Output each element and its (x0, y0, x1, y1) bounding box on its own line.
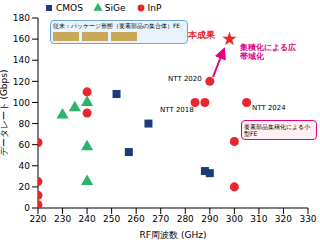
svg-text:160: 160 (13, 34, 30, 44)
svg-text:140: 140 (13, 55, 30, 65)
html-text:NTT 2020: NTT 2020 (168, 75, 202, 83)
svg-text:RF周波数 (GHz): RF周波数 (GHz) (140, 230, 207, 240)
html-text:集積化による広帯域化: 集積化による広帯域化 (240, 43, 296, 61)
html-text:従来：パッケージ形態（要素部品の集合体）FE: 従来：パッケージ形態（要素部品の集合体）FE (53, 23, 180, 29)
html-text:NTT 2024: NTT 2024 (252, 104, 286, 112)
svg-text:250: 250 (103, 214, 120, 224)
svg-text:40: 40 (19, 161, 31, 171)
svg-text:290: 290 (201, 214, 218, 224)
html-text:要素部品集積化による小型FE: 要素部品集積化による小型FE (244, 123, 310, 138)
svg-text:320: 320 (275, 214, 292, 224)
svg-text:120: 120 (13, 77, 30, 87)
svg-text:330: 330 (299, 214, 312, 224)
svg-text:100: 100 (13, 98, 30, 108)
html-text:InP: InP (147, 3, 162, 13)
svg-text:240: 240 (78, 214, 95, 224)
html-text:本成果: 本成果 (188, 30, 215, 40)
svg-text:180: 180 (13, 13, 30, 23)
svg-text:60: 60 (19, 140, 31, 150)
svg-text:310: 310 (250, 214, 267, 224)
svg-text:270: 270 (152, 214, 169, 224)
html-text:CMOS: CMOS (56, 3, 83, 13)
svg-text:260: 260 (128, 214, 145, 224)
svg-text:20: 20 (19, 182, 31, 192)
svg-text:80: 80 (19, 119, 31, 129)
svg-text:280: 280 (177, 214, 194, 224)
svg-text:230: 230 (54, 214, 71, 224)
svg-text:220: 220 (29, 214, 46, 224)
html-text:NTT 2018: NTT 2018 (160, 106, 194, 114)
html-text:SiGe: SiGe (104, 3, 126, 13)
svg-text:300: 300 (226, 214, 243, 224)
svg-text:0: 0 (24, 203, 30, 213)
svg-text:データレート (Gbps): データレート (Gbps) (8, 70, 9, 157)
